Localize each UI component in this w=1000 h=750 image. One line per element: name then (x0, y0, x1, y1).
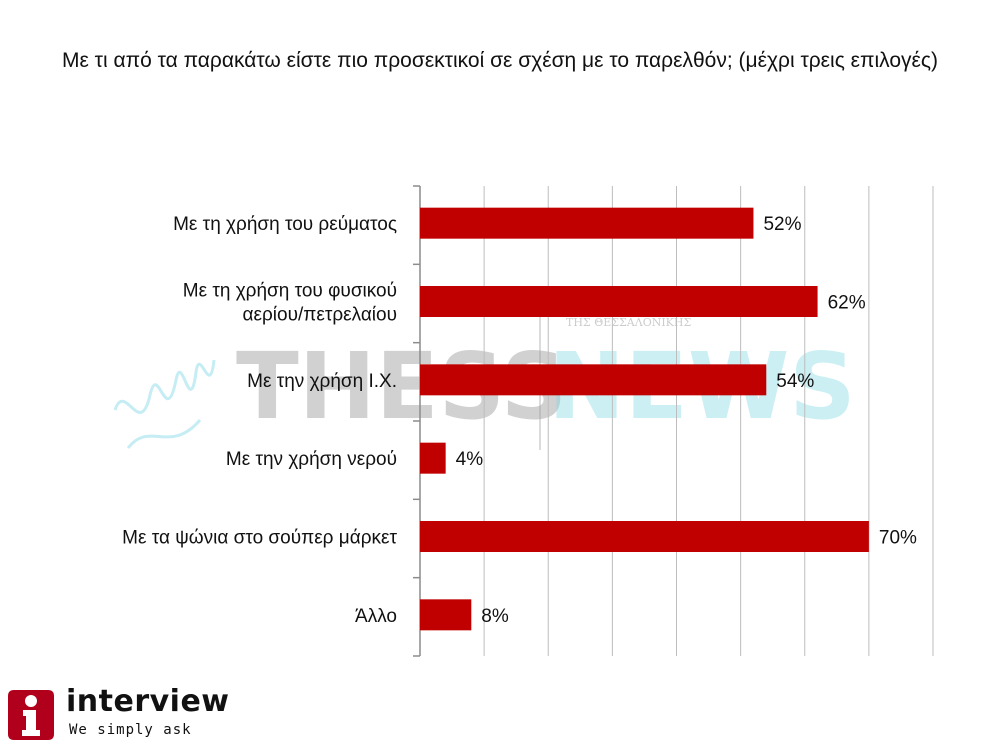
chart-gridlines (413, 185, 934, 657)
bar (420, 364, 767, 396)
category-label: Με τη χρήση του φυσικού αερίου/πετρελαίου (183, 281, 397, 326)
chart-bars (420, 207, 869, 631)
value-label: 62% (828, 293, 866, 314)
category-label: Με τη χρήση του ρεύματος (173, 214, 397, 235)
chart-title: Με τι από τα παρακάτω είστε πιο προσεκτι… (61, 49, 939, 72)
bar (420, 207, 754, 239)
bar (420, 521, 869, 552)
value-label: 70% (879, 528, 917, 549)
brand-tagline: We simply ask (69, 722, 192, 738)
watermark-signature (113, 359, 216, 449)
category-label: Άλλο (355, 606, 397, 627)
brand-name: interview (66, 684, 230, 719)
chart-value-labels: 52% 62% 54% 4% 70% 8% (456, 214, 917, 627)
value-label: 8% (481, 606, 509, 627)
value-label: 54% (776, 371, 814, 392)
watermark-caption: ΤΗΣ ΘΕΣΣΑΛΟΝΙΚΗΣ (566, 316, 691, 329)
category-label: Με την χρήση νερού (226, 449, 397, 470)
bar (420, 442, 446, 474)
category-label: Με τα ψώνια στο σούπερ μάρκετ (122, 528, 397, 549)
bar (420, 599, 472, 631)
value-label: 4% (456, 449, 484, 470)
interview-logo: interview We simply ask (6, 684, 229, 744)
bar (420, 286, 818, 317)
value-label: 52% (763, 214, 801, 235)
info-logo-icon (8, 690, 54, 740)
chart-category-labels: Με τη χρήση του ρεύματος Με τη χρήση του … (122, 214, 397, 627)
category-label: Με την χρήση Ι.Χ. (247, 371, 397, 392)
